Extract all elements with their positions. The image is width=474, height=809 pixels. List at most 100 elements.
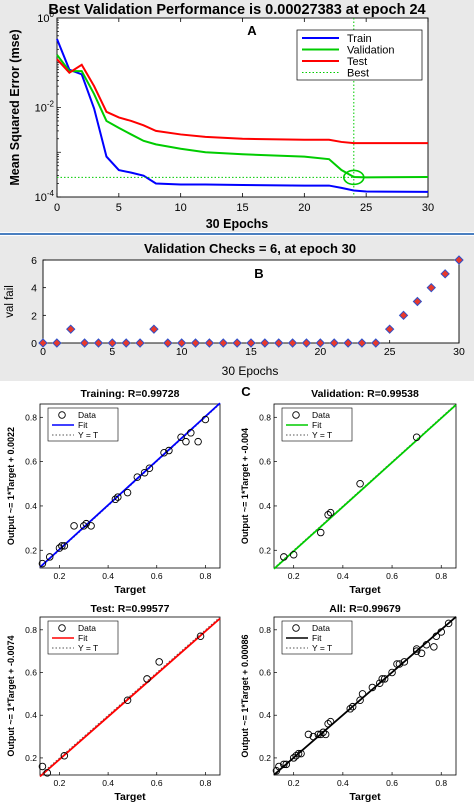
x-tick-label: 25 [384, 346, 396, 358]
data-point [280, 553, 288, 561]
x-tick-label: 0.8 [435, 571, 447, 581]
data-point [114, 493, 122, 501]
data-point [272, 766, 281, 775]
legend-marker-data [292, 624, 300, 632]
data-point [321, 730, 330, 739]
x-axis-label: Target [349, 791, 381, 803]
data-point [294, 749, 303, 758]
y-tick-label: 0.8 [25, 412, 37, 422]
data-point [430, 643, 438, 651]
data-point [400, 658, 409, 666]
legend-label: Fit [78, 420, 88, 430]
series-test [56, 58, 428, 145]
y-tick-label: 0.8 [259, 625, 271, 635]
data-point [182, 437, 190, 446]
x-tick-label: 0.4 [337, 571, 349, 581]
data-point [232, 338, 242, 348]
x-tick-label: 0.4 [102, 571, 114, 581]
data-point [135, 338, 145, 348]
data-point [43, 769, 52, 777]
regression-training: Training: R=0.99728 0.2 0.4 0.6 0.8 0.2 0.4 0.6… [6, 388, 221, 596]
data-point [378, 675, 386, 683]
data-point [282, 760, 291, 769]
y-tick-exponent: -2 [47, 100, 55, 109]
data-point [316, 528, 325, 537]
legend-label: Validation [347, 45, 395, 57]
data-point [412, 296, 423, 307]
data-point [274, 338, 284, 348]
data-point [52, 338, 62, 348]
y-axis-label: Output ~= 1*Target + -0.004 [240, 428, 250, 544]
legend-marker-data [58, 411, 66, 419]
best-marker [342, 169, 365, 186]
y-tick-label: 0.4 [25, 501, 37, 511]
data-point [187, 429, 195, 437]
data-point [417, 649, 426, 658]
panel-label-b: B [254, 266, 263, 281]
validation-checks-panel: Validation Checks = 6, at epoch 30 B 0 5 10 1… [0, 236, 474, 381]
y-axis-label: val fail [4, 285, 16, 318]
x-tick-label: 20 [314, 346, 326, 358]
legend-label: Fit [312, 633, 322, 643]
legend-label: Best [347, 68, 369, 80]
data-point [309, 732, 318, 741]
x-axis-label: Target [114, 791, 146, 803]
x-tick-label: 0.6 [151, 778, 163, 788]
series-train [56, 38, 429, 193]
data-point [371, 338, 381, 348]
x-tick-label: 0.6 [386, 778, 398, 788]
data-point [123, 488, 132, 497]
y-tick-label: 0.2 [259, 545, 271, 555]
data-point [143, 675, 151, 683]
data-point [60, 542, 69, 550]
regression-test: Test: R=0.99577 0.2 0.4 0.6 0.8 0.2 0.4 0.6 0.8 T… [6, 603, 221, 803]
regression-panel: C Training: R=0.99728 0.2 0.4 0.6 0.8 0.2 0.4 0.… [0, 383, 474, 809]
regression-charts: C Training: R=0.99728 0.2 0.4 0.6 0.8 0.2 0.4 0.… [6, 384, 457, 803]
y-tick-label: 0 [31, 338, 37, 350]
data-point [422, 641, 431, 649]
y-tick-base: 10 [35, 192, 47, 204]
data-point [280, 760, 288, 769]
fit-line [273, 404, 457, 570]
data-point [165, 446, 173, 455]
y-tick-label: 0.2 [259, 753, 271, 763]
data-point [260, 338, 270, 348]
data-point [368, 683, 377, 692]
data-point [380, 675, 389, 683]
legend-label: Data [312, 410, 330, 420]
data-point [45, 553, 54, 561]
data-point [304, 730, 313, 739]
data-point [218, 338, 228, 348]
x-tick-label: 25 [360, 202, 372, 214]
data-point [201, 415, 210, 424]
y-tick-label: 0.6 [259, 457, 271, 467]
data-point [194, 437, 202, 446]
data-point [440, 269, 450, 279]
legend-label: Y = T [312, 643, 332, 653]
x-tick-label: 0.6 [151, 571, 163, 581]
y-tick-label: 0.4 [259, 710, 271, 720]
data-point [123, 696, 132, 705]
data-point [196, 632, 205, 640]
y-tick-label: 2 [31, 310, 37, 322]
data-point [287, 338, 298, 348]
identity-line [39, 616, 221, 776]
x-tick-label: 0.4 [337, 778, 349, 788]
y-tick-label: 0.4 [25, 710, 37, 720]
data-point [324, 511, 332, 519]
x-tick-label: 15 [236, 202, 248, 214]
plot-area [42, 259, 460, 344]
x-tick-label: 10 [175, 202, 187, 214]
y-tick-label: 6 [31, 255, 37, 267]
data-point [412, 645, 421, 653]
data-point [314, 730, 323, 739]
y-tick-label: 0.4 [259, 501, 271, 511]
y-axis-label: Output ~= 1*Target + -0.0074 [6, 635, 16, 756]
data-point [432, 632, 441, 640]
y-tick-label: 10-2 [35, 100, 55, 115]
data-point [412, 433, 421, 441]
data-point [149, 324, 159, 334]
x-tick-label: 0.2 [54, 778, 66, 788]
x-tick-label: 20 [298, 202, 310, 214]
data-point [93, 338, 104, 348]
